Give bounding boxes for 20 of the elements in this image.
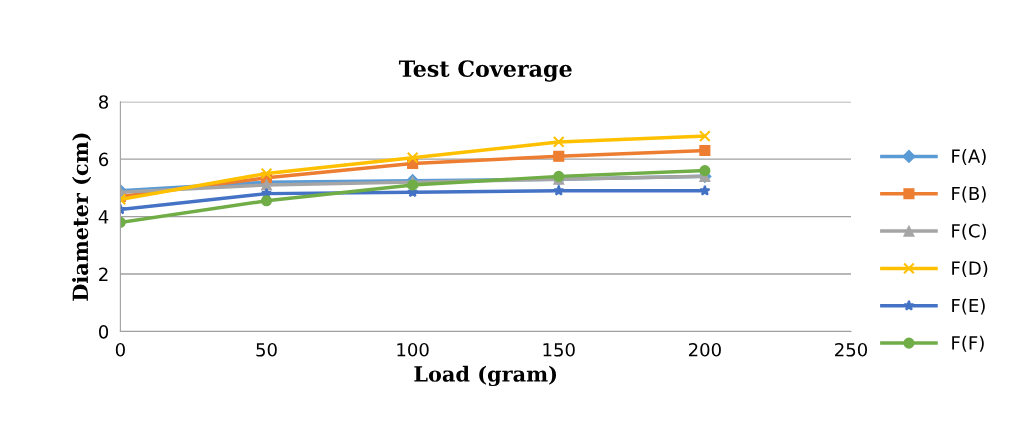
x-tick-label: 150 [543, 342, 575, 357]
legend-label: F(D) [952, 261, 988, 278]
x-tick-label: 250 [835, 342, 868, 357]
chart-title: Test Coverage [398, 60, 572, 82]
legend-label: F(B) [952, 186, 986, 203]
y-axis-title: Diameter (cm) [72, 133, 92, 301]
legend-label: F(E) [952, 298, 985, 315]
legend-label: F(C) [952, 223, 986, 240]
x-tick-label: 50 [256, 342, 277, 357]
x-tick-label: 0 [115, 342, 125, 357]
x-tick-label: 100 [397, 342, 429, 357]
x-tick-label: 200 [688, 342, 721, 357]
x-axis-title: Load (gram) [414, 365, 557, 387]
legend-label: F(F) [952, 335, 984, 352]
legend-label: F(A) [952, 149, 986, 166]
y-tick-label: 2 [99, 267, 108, 281]
y-tick-label: 8 [99, 95, 109, 109]
y-tick-label: 6 [99, 152, 109, 167]
y-tick-label: 0 [98, 324, 109, 339]
y-tick-label: 4 [98, 210, 109, 224]
